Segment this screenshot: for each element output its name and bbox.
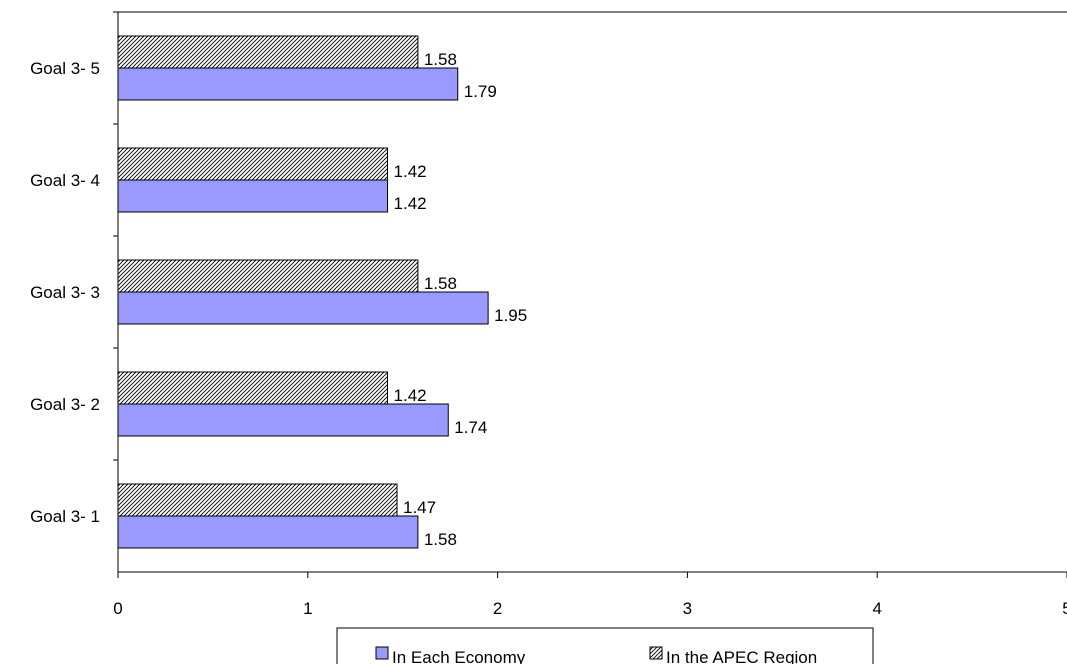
x-tick-label: 5 xyxy=(1062,599,1067,618)
data-label: 1.47 xyxy=(403,498,436,517)
legend-swatch xyxy=(375,646,389,660)
legend-label: In Each Economy xyxy=(392,648,526,664)
bar-apec-region xyxy=(117,483,398,517)
plot-area: 1.47 1.58 1.42 1.74 1.58 1.95 1.42 1.42 1.58 1.79 xyxy=(117,35,527,549)
bar-apec-region xyxy=(117,371,389,405)
data-label: 1.42 xyxy=(394,386,427,405)
data-label: 1.58 xyxy=(424,50,457,69)
data-label: 1.95 xyxy=(494,306,527,325)
data-label: 1.58 xyxy=(424,530,457,549)
category-label: Goal 3- 5 xyxy=(30,59,100,78)
data-label: 1.79 xyxy=(464,82,497,101)
category-label: Goal 3- 4 xyxy=(30,171,100,190)
x-tick-label: 0 xyxy=(113,599,122,618)
data-label: 1.42 xyxy=(394,194,427,213)
bar-each-economy xyxy=(117,179,389,213)
bar-each-economy xyxy=(117,515,419,549)
bar-each-economy xyxy=(117,403,449,437)
x-tick-label: 4 xyxy=(872,599,881,618)
category-label: Goal 3- 2 xyxy=(30,395,100,414)
bar-apec-region xyxy=(117,259,419,293)
data-label: 1.58 xyxy=(424,274,457,293)
bar-apec-region xyxy=(117,147,389,181)
legend-swatch xyxy=(649,646,663,660)
data-label: 1.42 xyxy=(394,162,427,181)
category-label: Goal 3- 3 xyxy=(30,283,100,302)
bar-each-economy xyxy=(117,67,459,101)
legend-box xyxy=(336,627,874,664)
category-label: Goal 3- 1 xyxy=(30,507,100,526)
legend-label: In the APEC Region xyxy=(666,648,817,664)
x-tick-label: 1 xyxy=(303,599,312,618)
legend: In Each Economy In the APEC Region xyxy=(336,627,874,664)
axes: Goal 3- 1 Goal 3- 2 Goal 3- 3 Goal 3- 4 Goal… xyxy=(30,11,1067,618)
bar-apec-region xyxy=(117,35,419,69)
data-label: 1.74 xyxy=(454,418,487,437)
x-tick-label: 3 xyxy=(683,599,692,618)
x-tick-label: 2 xyxy=(493,599,502,618)
bar-each-economy xyxy=(117,291,489,325)
